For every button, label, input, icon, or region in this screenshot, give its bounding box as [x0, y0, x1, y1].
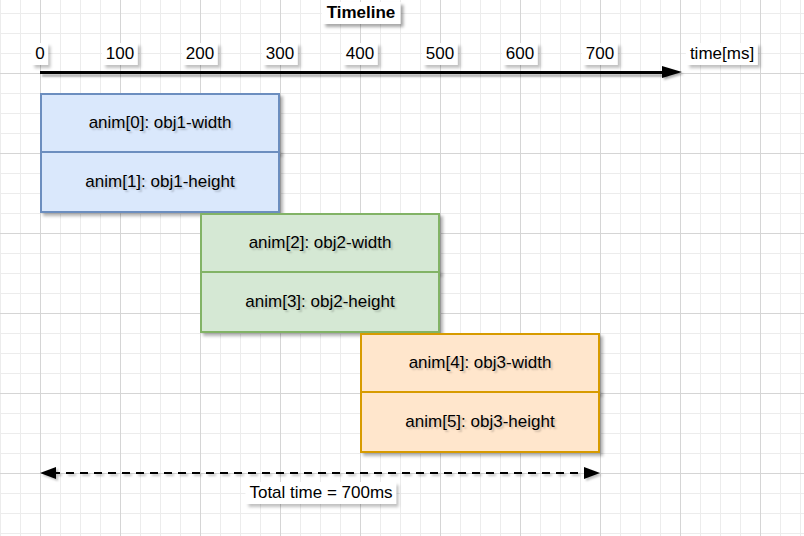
animation-bar: anim[2]: obj2-width — [200, 213, 440, 273]
diagram-title: Timeline — [322, 2, 401, 24]
axis-unit-label: time[ms] — [686, 43, 758, 65]
animation-bar-label: anim[0]: obj1-width — [89, 113, 232, 133]
total-time-label: Total time = 700ms — [245, 482, 396, 504]
animation-bar: anim[1]: obj1-height — [40, 151, 280, 213]
axis-tick-label: 100 — [102, 43, 138, 65]
axis-tick-label: 400 — [342, 43, 378, 65]
left-arrowhead-icon — [40, 467, 56, 479]
animation-bar: anim[0]: obj1-width — [40, 93, 280, 153]
axis-tick-label: 200 — [182, 43, 218, 65]
time-axis-line — [40, 71, 666, 74]
animation-bar: anim[3]: obj2-height — [200, 271, 440, 333]
animation-bar-label: anim[1]: obj1-height — [85, 172, 234, 192]
diagram-canvas: Timeline 0 100 200 300 400 500 600 700 time[ms]… — [0, 0, 804, 536]
axis-tick-label: 700 — [582, 43, 618, 65]
axis-arrowhead-icon — [662, 66, 682, 78]
animation-bar-label: anim[3]: obj2-height — [245, 292, 394, 312]
right-arrowhead-icon — [584, 467, 600, 479]
animation-bar: anim[5]: obj3-height — [360, 391, 600, 453]
animation-bar-label: anim[5]: obj3-height — [405, 412, 554, 432]
axis-tick-label: 300 — [262, 43, 298, 65]
total-time-dash-line — [52, 472, 586, 474]
axis-tick-label: 0 — [31, 43, 48, 65]
animation-bar-label: anim[2]: obj2-width — [249, 233, 392, 253]
axis-tick-label: 500 — [422, 43, 458, 65]
animation-bar: anim[4]: obj3-width — [360, 333, 600, 393]
axis-tick-label: 600 — [502, 43, 538, 65]
animation-bar-label: anim[4]: obj3-width — [409, 353, 552, 373]
